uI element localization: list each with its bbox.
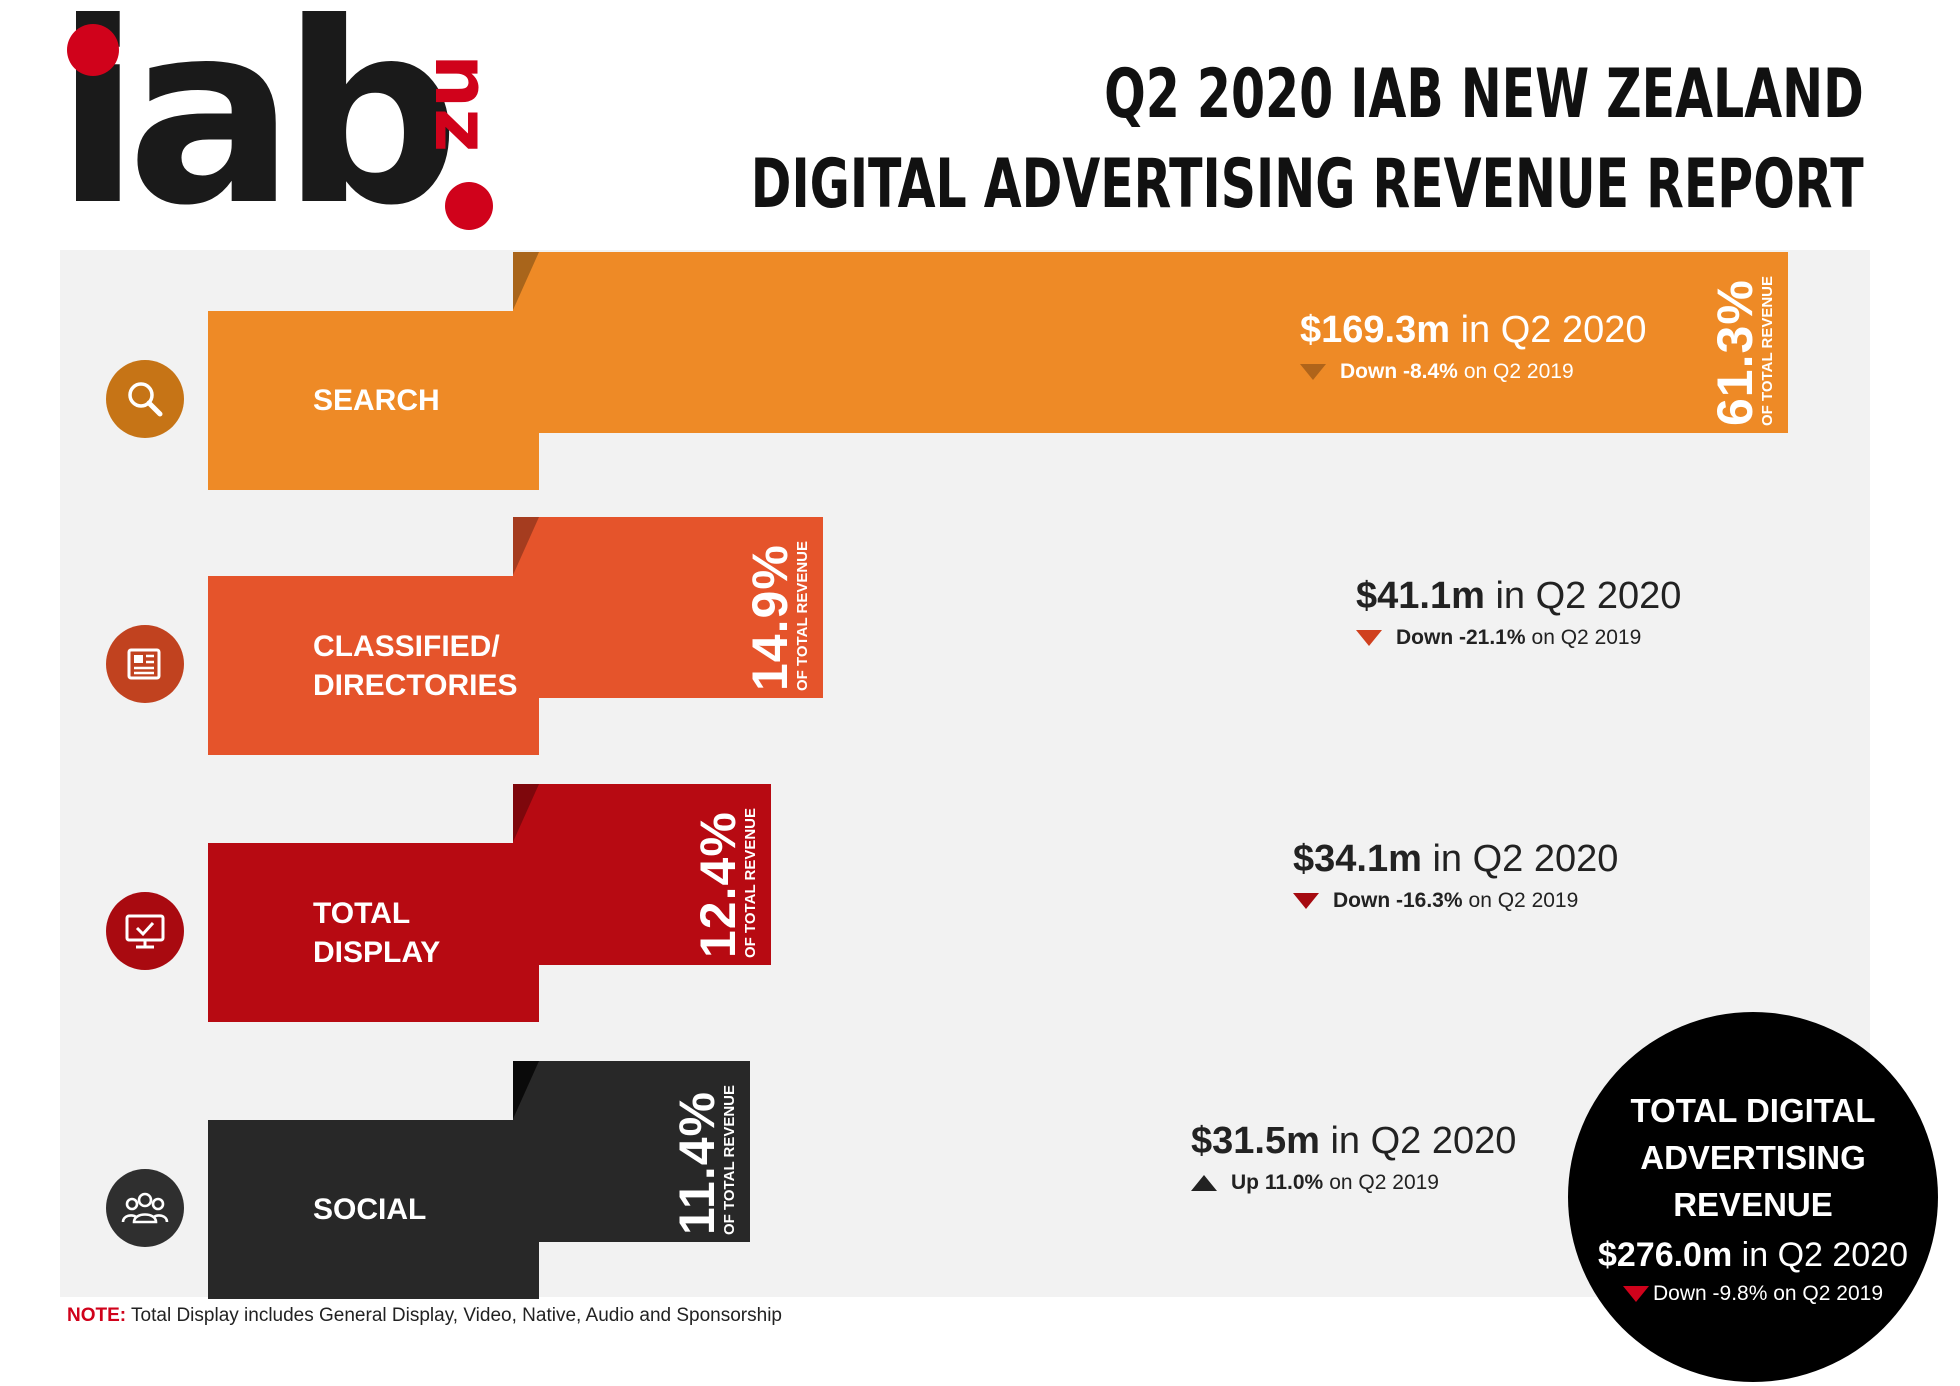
chart-panel: SEARCH 61.3% OF TOTAL REVENUE $169.3m in Q2… — [60, 250, 1870, 1299]
revenue-value-display: $34.1m in Q2 2020 Down -16.3% on Q2 2019 — [1293, 836, 1618, 916]
footnote-label: NOTE: — [67, 1305, 127, 1326]
share-caption-social: OF TOTAL REVENUE — [721, 1084, 738, 1235]
total-change: Down -9.8% on Q2 2019 — [1568, 1280, 1938, 1308]
share-percent-social: 11.4% — [669, 1090, 725, 1235]
iab-nz-logo: iab nz — [55, 0, 515, 240]
category-label-box-classified: CLASSIFIED/ DIRECTORIES — [208, 576, 539, 755]
revenue-amount: $41.1m — [1356, 575, 1485, 617]
share-percent-classified: 14.9% — [742, 544, 798, 691]
footnote: NOTE: Total Display includes General Dis… — [67, 1305, 782, 1327]
change-suffix: on Q2 2019 — [1531, 626, 1642, 649]
change-label: Up 11.0% — [1231, 1171, 1324, 1194]
total-revenue: $276.0m — [1597, 1236, 1733, 1274]
share-caption-search: OF TOTAL REVENUE — [1759, 275, 1776, 426]
bar-fold-search — [513, 252, 539, 310]
footnote-text: Total Display includes General Display, … — [131, 1305, 782, 1326]
up-arrow-icon — [1191, 1175, 1217, 1191]
share-label-display: 12.4% OF TOTAL REVENUE — [690, 807, 759, 958]
change-label: Down -16.3% — [1333, 889, 1463, 912]
revenue-period: in Q2 2020 — [1495, 575, 1682, 617]
title-line-1: Q2 2020 IAB NEW ZEALAND — [1104, 55, 1864, 134]
people-icon — [106, 1169, 184, 1247]
share-label-classified: 14.9% OF TOTAL REVENUE — [742, 540, 811, 691]
logo-dot-bottom — [445, 182, 493, 230]
bar-social — [513, 1061, 750, 1242]
revenue-value-search: $169.3m in Q2 2020 Down -8.4% on Q2 2019 — [1300, 307, 1647, 387]
down-arrow-icon — [1623, 1286, 1649, 1302]
revenue-value-social: $31.5m in Q2 2020 Up 11.0% on Q2 2019 — [1191, 1118, 1516, 1198]
total-revenue-badge: TOTAL DIGITAL ADVERTISING REVENUE $276.0… — [1568, 1012, 1938, 1382]
share-label-search: 61.3% OF TOTAL REVENUE — [1707, 275, 1776, 426]
revenue-amount: $31.5m — [1191, 1120, 1320, 1162]
change-label: Down -21.1% — [1396, 626, 1526, 649]
search-icon — [106, 360, 184, 438]
bar-fold-classified — [513, 517, 539, 575]
category-label-search: SEARCH — [313, 384, 440, 417]
title-line-2: DIGITAL ADVERTISING REVENUE REPORT — [751, 145, 1864, 224]
logo-suffix: nz — [418, 54, 507, 153]
category-label-box-social: SOCIAL — [208, 1120, 539, 1299]
bar-fold-display — [513, 784, 539, 842]
change-label: Down -8.4% — [1340, 360, 1458, 383]
report-title: Q2 2020 IAB NEW ZEALAND DIGITAL ADVERTIS… — [751, 50, 1864, 230]
revenue-amount: $34.1m — [1293, 838, 1422, 880]
total-period: in Q2 2020 — [1741, 1236, 1909, 1274]
revenue-value-classified: $41.1m in Q2 2020 Down -21.1% on Q2 2019 — [1356, 573, 1681, 653]
total-value: $276.0m in Q2 2020 — [1568, 1232, 1938, 1278]
newspaper-icon — [106, 625, 184, 703]
change-suffix: on Q2 2019 — [1468, 889, 1579, 912]
down-arrow-icon — [1356, 630, 1382, 646]
revenue-period: in Q2 2020 — [1330, 1120, 1517, 1162]
down-arrow-icon — [1300, 364, 1326, 380]
revenue-amount: $169.3m — [1300, 309, 1451, 351]
monitor-icon — [106, 892, 184, 970]
share-percent-search: 61.3% — [1707, 279, 1763, 426]
bar-display — [513, 784, 771, 965]
category-label-classified: CLASSIFIED/ DIRECTORIES — [313, 629, 518, 702]
bar-classified — [513, 517, 823, 698]
category-label-display: TOTAL DISPLAY — [313, 896, 441, 969]
change-suffix: on Q2 2019 — [1329, 1171, 1439, 1194]
share-caption-classified: OF TOTAL REVENUE — [794, 540, 811, 691]
revenue-period: in Q2 2020 — [1460, 309, 1647, 351]
total-change-suffix: on Q2 2019 — [1773, 1282, 1883, 1305]
bar-search — [513, 252, 1788, 433]
total-heading: TOTAL DIGITAL ADVERTISING REVENUE — [1630, 1092, 1876, 1223]
bar-fold-social — [513, 1061, 539, 1119]
logo-wordmark: iab — [55, 0, 460, 260]
category-label-box-search: SEARCH — [208, 311, 539, 490]
share-label-social: 11.4% OF TOTAL REVENUE — [669, 1084, 738, 1235]
logo-dot-top — [67, 24, 119, 76]
total-change-label: Down -9.8% — [1653, 1282, 1768, 1305]
category-label-social: SOCIAL — [313, 1193, 427, 1226]
revenue-period: in Q2 2020 — [1432, 838, 1619, 880]
category-label-box-display: TOTAL DISPLAY — [208, 843, 539, 1022]
change-suffix: on Q2 2019 — [1463, 360, 1574, 383]
share-percent-display: 12.4% — [690, 811, 746, 958]
share-caption-display: OF TOTAL REVENUE — [742, 807, 759, 958]
down-arrow-icon — [1293, 893, 1319, 909]
